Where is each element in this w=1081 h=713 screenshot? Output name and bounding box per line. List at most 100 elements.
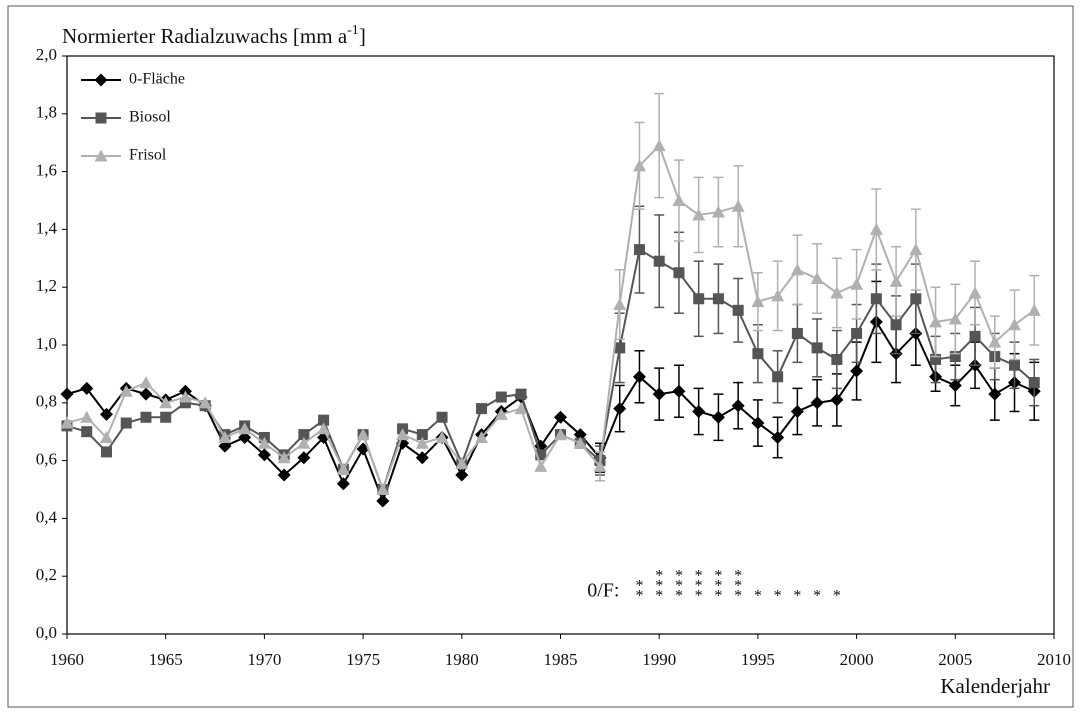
data-point (949, 351, 961, 363)
significance-marker: * (734, 578, 742, 595)
data-point (870, 293, 882, 305)
data-point (909, 243, 923, 256)
data-point (534, 459, 548, 472)
data-point (573, 436, 587, 449)
data-point (535, 449, 547, 461)
data-point (810, 272, 824, 285)
significance-marker: * (675, 568, 683, 585)
data-point (731, 399, 745, 413)
significance-marker: * (714, 578, 722, 595)
x-tick-label: 1980 (445, 650, 479, 669)
data-point (554, 428, 567, 441)
data-point (198, 396, 212, 409)
data-point (554, 410, 567, 424)
significance-marker: * (734, 588, 742, 605)
data-point (80, 381, 94, 395)
data-point (396, 428, 410, 441)
data-point (99, 430, 113, 443)
significance-marker: * (655, 568, 663, 585)
data-point (889, 274, 903, 287)
significance-marker: * (714, 568, 722, 585)
data-point (969, 330, 981, 342)
x-tick-label: 1985 (544, 650, 578, 669)
data-point (139, 376, 153, 389)
significance-marker: * (813, 588, 821, 605)
significance-marker: * (675, 578, 683, 595)
x-tick-label: 1990 (642, 650, 676, 669)
data-point (948, 312, 962, 325)
y-tick-label: 1,6 (36, 161, 57, 180)
data-point (731, 199, 745, 212)
data-point (1009, 359, 1021, 371)
data-point (712, 293, 724, 305)
significance-marker: * (714, 588, 722, 605)
x-tick-label: 1975 (346, 650, 380, 669)
data-point (1027, 303, 1041, 316)
data-point (436, 411, 448, 423)
data-point (830, 286, 844, 299)
data-point (336, 477, 350, 491)
data-point (850, 364, 864, 378)
data-point (929, 315, 943, 328)
legend-marker (94, 73, 108, 87)
data-point (869, 222, 883, 235)
data-point (179, 397, 191, 409)
data-point (80, 410, 94, 423)
y-tick-label: 0,4 (36, 507, 58, 526)
significance-marker: * (635, 588, 643, 605)
data-point (218, 430, 232, 443)
significance-marker: * (655, 588, 663, 605)
data-point (238, 422, 252, 435)
significance-marker: * (833, 588, 841, 605)
y-tick-label: 0,2 (36, 565, 57, 584)
significance-marker: * (655, 578, 663, 595)
x-tick-label: 2005 (938, 650, 972, 669)
data-point (415, 436, 429, 449)
data-point (139, 387, 153, 401)
data-point (100, 446, 112, 458)
data-point (435, 430, 449, 443)
data-point (495, 391, 507, 403)
data-point (1008, 318, 1022, 331)
data-point (99, 407, 113, 421)
data-point (120, 417, 132, 429)
data-point (693, 293, 705, 305)
y-tick-label: 2,0 (36, 45, 57, 64)
data-point (455, 468, 469, 482)
significance-marker: * (754, 588, 762, 605)
data-point (376, 494, 390, 508)
data-point (930, 353, 942, 365)
data-point (948, 378, 962, 392)
data-point (632, 370, 646, 384)
outer-frame (7, 5, 1074, 708)
y-tick-label: 1,8 (36, 103, 57, 122)
data-point (160, 411, 172, 423)
legend-label: 0-Fläche (129, 71, 185, 88)
data-point (356, 428, 370, 441)
x-tick-label: 1965 (149, 650, 183, 669)
data-point (514, 402, 528, 415)
data-point (613, 402, 627, 416)
data-point (633, 244, 645, 256)
data-point (653, 255, 665, 267)
data-point (614, 342, 626, 354)
legend-marker (95, 112, 107, 124)
data-point (515, 388, 527, 400)
data-point (81, 426, 93, 438)
data-point (752, 348, 764, 360)
data-point (968, 286, 982, 299)
legend-marker (94, 149, 108, 162)
data-point (1028, 377, 1040, 389)
data-point (336, 462, 350, 475)
data-point (277, 468, 291, 482)
series-line (66, 319, 1035, 505)
x-axis-label: Kalenderjahr (940, 674, 1050, 698)
data-point (851, 327, 863, 339)
y-tick-label: 1,0 (36, 334, 57, 353)
data-point (771, 289, 785, 302)
y-tick-label: 0,0 (36, 623, 57, 642)
data-point (790, 263, 804, 276)
legend-label: Frisol (129, 147, 167, 164)
x-tick-label: 2000 (840, 650, 874, 669)
significance-marker: * (695, 588, 703, 605)
